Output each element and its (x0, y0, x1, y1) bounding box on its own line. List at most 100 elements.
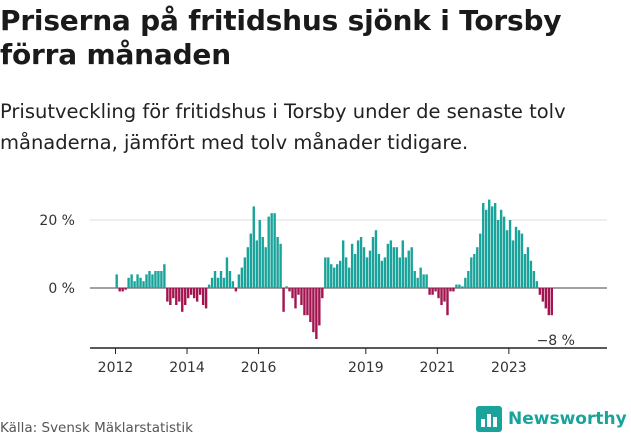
bar (502, 216, 506, 288)
bar (243, 257, 247, 288)
bar (485, 209, 488, 288)
bar (145, 274, 148, 288)
bar (505, 230, 509, 288)
bar (264, 247, 267, 288)
bar (398, 257, 401, 288)
bar (434, 288, 437, 292)
bar (222, 277, 226, 288)
x-axis-labels: 2012 2014 2016 2019 2021 2023 (98, 360, 527, 376)
bar (273, 213, 276, 288)
bar (365, 257, 369, 288)
bar (187, 288, 190, 299)
bar (380, 260, 384, 288)
bar (175, 288, 178, 305)
bar (184, 288, 187, 305)
bar (520, 233, 524, 288)
bar (473, 254, 476, 288)
bar (130, 274, 133, 288)
bar (490, 206, 494, 288)
bar (279, 243, 282, 288)
x-tick-label: 2012 (98, 360, 134, 376)
x-tick-label: 2023 (491, 360, 527, 376)
bar (547, 288, 550, 316)
bar (154, 271, 157, 288)
bar (479, 233, 482, 288)
x-tick-label: 2016 (241, 360, 277, 376)
bar (213, 271, 217, 288)
bar (419, 267, 422, 288)
bar (240, 267, 244, 288)
bar (121, 288, 124, 292)
bar (270, 213, 273, 288)
bar (276, 237, 279, 288)
bar (294, 288, 297, 309)
bar (139, 277, 142, 288)
bar (339, 260, 342, 288)
y-tick-label: 0 % (48, 281, 75, 297)
bar (407, 250, 410, 288)
bar (383, 257, 387, 288)
bar (258, 220, 261, 288)
bar (532, 271, 536, 288)
bar (324, 257, 327, 288)
bar (437, 288, 440, 299)
bar (523, 254, 527, 288)
bar (204, 288, 208, 309)
bar (353, 254, 357, 288)
bar (541, 288, 545, 302)
bar (190, 288, 193, 295)
bar (148, 271, 151, 288)
bars (115, 199, 553, 339)
bar (529, 260, 533, 288)
bar (169, 288, 172, 305)
bar (362, 247, 366, 288)
bar (312, 288, 315, 333)
bar (389, 240, 393, 288)
bar (315, 288, 318, 339)
brand[interactable]: Newsworthy (476, 406, 627, 432)
bar (404, 257, 407, 288)
bar (225, 257, 229, 288)
bar (401, 240, 404, 288)
bar (482, 203, 485, 288)
brand-name: Newsworthy (508, 409, 627, 429)
bar (535, 281, 539, 288)
bar (201, 288, 205, 305)
x-tick-label: 2019 (348, 360, 384, 376)
bar (291, 288, 294, 299)
bar (303, 288, 306, 316)
bar (306, 288, 309, 316)
bar (446, 288, 449, 316)
bar (347, 267, 351, 288)
bar (195, 288, 199, 302)
bar (297, 288, 300, 295)
bar (157, 271, 160, 288)
bar (550, 288, 553, 316)
bar (452, 288, 455, 292)
y-axis-labels: 0 % 20 % (39, 213, 75, 297)
bar (395, 247, 399, 288)
bar (288, 288, 291, 292)
bar (178, 288, 181, 302)
bar (461, 286, 464, 288)
newsworthy-logo-icon (476, 406, 502, 432)
bar (327, 257, 330, 288)
bar (470, 257, 473, 288)
bar (133, 281, 136, 288)
bar (392, 247, 396, 288)
bar (416, 277, 419, 288)
bar (386, 243, 390, 288)
source-note: Källa: Svensk Mäklarstatistik (0, 420, 193, 436)
bar (496, 220, 500, 288)
x-axis-ticks (115, 348, 510, 354)
bar (508, 220, 512, 288)
bar (526, 247, 530, 288)
bar (511, 240, 515, 288)
bar (261, 237, 264, 288)
bar (449, 288, 452, 292)
chart-subtitle: Prisutveckling för fritidshus i Torsby u… (0, 100, 566, 154)
bar (285, 286, 288, 288)
bar (458, 284, 461, 288)
bar (368, 250, 372, 288)
bar (488, 199, 491, 288)
